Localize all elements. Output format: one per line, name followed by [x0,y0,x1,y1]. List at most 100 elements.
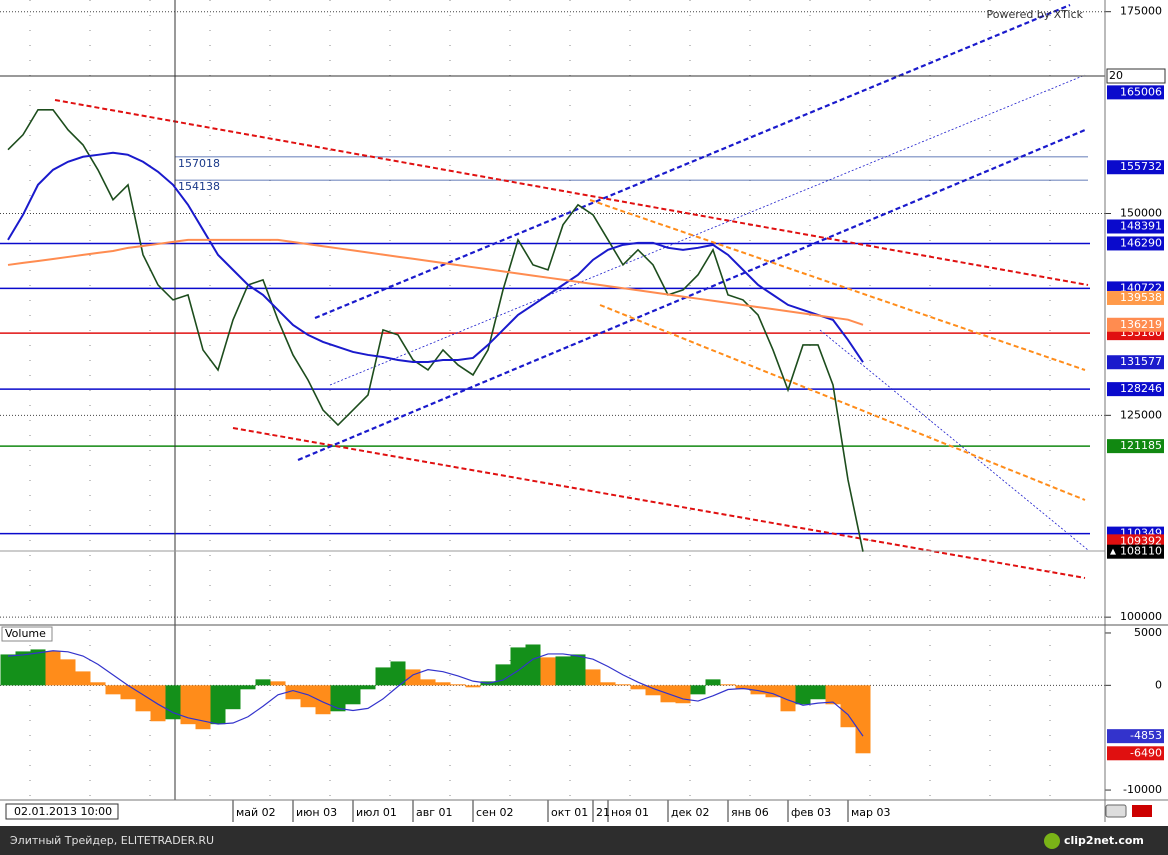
volume-bar [675,685,691,704]
volume-bar [255,679,271,686]
volume-bar [405,669,421,686]
volume-bar [720,684,736,686]
over-layer: май 02 июн 03 июл 01 авг 01 сен 02 окт 01 21 но… [0,5,1164,819]
value-badge-label: 148391 [1120,219,1162,232]
y-tick-label: 125000 [1120,408,1162,421]
volume-bar [420,679,436,686]
volume-bar [45,651,61,686]
trend-line [297,128,1086,462]
volume-bar [705,679,721,686]
volume-bar [825,685,841,705]
value-badge-label: 108110 [1120,545,1162,558]
volume-bar [210,685,226,725]
volume-bar [540,657,556,686]
value-badge-label: -4853 [1130,729,1162,742]
x-tick-label: янв 06 [731,806,769,819]
volume-bar [330,685,346,712]
volume-bar [735,685,751,690]
value-badge-label: 155732 [1120,160,1162,173]
volume-bar [630,685,646,690]
x-tick-label: сен 02 [476,806,514,819]
volume-bar [555,656,571,686]
trend-line [819,329,1089,551]
value-badge-label: -6490 [1130,746,1162,759]
last-marker [1110,548,1116,555]
y-tick-label: 100000 [1120,610,1162,623]
value-badge-label: 128246 [1120,382,1162,395]
y-tick-label: 150000 [1120,207,1162,220]
footer-text: Элитный Трейдер, ELITETRADER.RU [10,834,214,847]
y-tick-label: 175000 [1120,5,1162,18]
value-badge-label: 136219 [1120,318,1162,331]
volume-bar [345,685,361,705]
trend-line [314,3,1071,320]
x-tick-label: авг 01 [416,806,453,819]
volume-bar [765,685,781,698]
volume-bar [390,661,406,686]
volume-bar [0,654,16,686]
marker-label: 157018 [178,157,220,170]
y-tick-label: 5000 [1134,626,1162,639]
crosshair-label: 20 [1109,69,1123,82]
volume-bar [690,685,706,695]
value-badge [1107,317,1164,332]
x-tick-label: мар 03 [851,806,891,819]
panel-label: Volume [5,627,46,640]
volume-bar [90,682,106,686]
y-tick-label: -10000 [1123,783,1162,796]
y-tick-label: 0 [1155,678,1162,691]
volume-bar [195,685,211,730]
volume-bar [60,659,76,686]
volume-bar [150,685,166,722]
volume-bar [750,685,766,695]
panel-label-box [1,626,53,642]
value-badge-label: 109392 [1120,534,1162,547]
volume-bar [270,681,286,686]
exit-icon[interactable] [1132,805,1152,817]
value-badge [1107,382,1164,397]
volume-bar [855,685,871,754]
value-badge-label: 121185 [1120,439,1162,452]
volume-bar [450,684,466,686]
x-tick-label: фев 03 [791,806,831,819]
value-badge [1107,219,1164,234]
volume-bar [570,654,586,686]
value-badge [1107,729,1164,744]
volume-bar [240,685,256,690]
value-badge [1107,160,1164,175]
series-line [7,650,864,737]
value-badge-label: 139538 [1120,291,1162,304]
crosshair-date: 02.01.2013 10:00 [14,805,112,818]
volume-bar [600,682,616,686]
trend-line [589,199,1086,371]
watermark: Powered by XTick [987,8,1084,21]
value-badge [1107,290,1164,305]
x-tick-label: 21 [596,806,610,819]
volume-bar [225,685,241,710]
volume-bar [510,647,526,686]
value-badge [1107,85,1164,100]
value-badge-label: 165006 [1120,85,1162,98]
footer-bar [0,826,1168,855]
series-line [7,238,864,326]
volume-bar [795,685,811,705]
trend-lines [0,0,1105,800]
volume-bar [180,685,196,725]
volume-bar [315,685,331,715]
volume-bar [285,685,301,700]
x-tick-label: июл 01 [356,806,397,819]
volume-bar [435,682,451,686]
volume-bar [525,644,541,686]
toolbar-icon[interactable] [1105,804,1127,818]
x-tick-label: май 02 [236,806,276,819]
volume-bar [585,669,601,686]
value-badge-label: 146290 [1120,236,1162,249]
volume-bar [30,649,46,686]
x-tick-label: окт 01 [551,806,588,819]
value-badge [1107,544,1164,559]
brand-text: clip2net.com [1064,834,1144,847]
crosshair-label-box [1106,68,1166,84]
brand-logo [1044,833,1060,849]
x-tick-label: ноя 01 [611,806,649,819]
